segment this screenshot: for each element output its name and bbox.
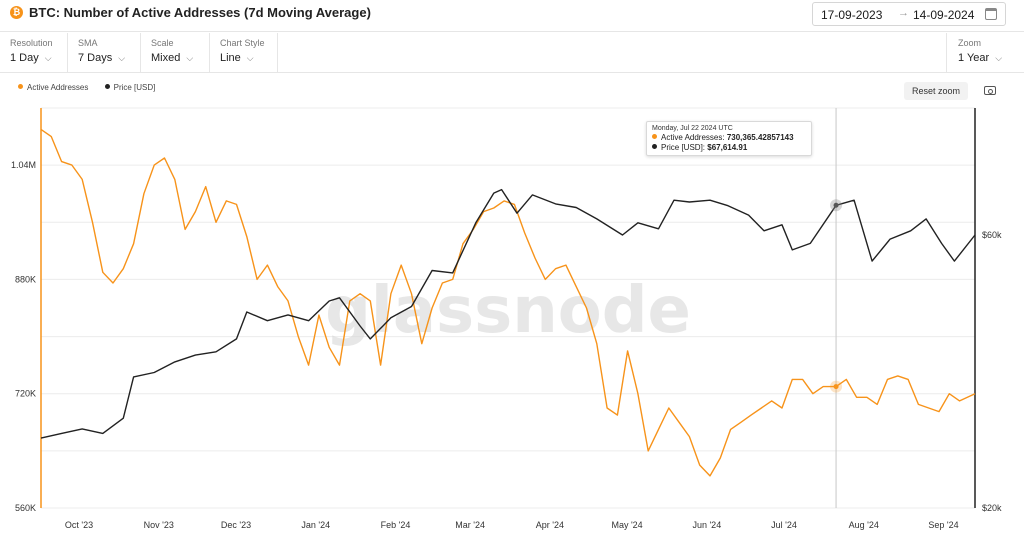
left-axis-tick-label: 720K bbox=[15, 389, 36, 399]
zoom-value: 1 Year bbox=[958, 52, 990, 64]
series-line-price bbox=[40, 188, 976, 439]
scale-value: Mixed bbox=[151, 52, 181, 64]
scale-dropdown[interactable]: Scale Mixed ⌵ bbox=[141, 33, 210, 73]
black-dot-icon bbox=[104, 84, 110, 89]
x-axis-tick-label: Nov '23 bbox=[144, 520, 174, 530]
bitcoin-icon: ₿ bbox=[10, 6, 23, 19]
x-axis-ticks: Oct '23 Nov '23 Dec '23 Jan '24 Feb '24 Mar '… bbox=[65, 520, 959, 530]
x-axis-tick-label: Feb '24 bbox=[381, 520, 411, 530]
chart-title: BTC: Number of Active Addresses (7d Movi… bbox=[29, 5, 371, 20]
hover-marker-active bbox=[833, 384, 839, 390]
arrow-right-icon: → bbox=[898, 7, 909, 19]
right-axis-tick-label: $20k bbox=[982, 503, 1002, 513]
x-axis-tick-label: Sep '24 bbox=[928, 520, 958, 530]
chevron-down-icon: ⌵ bbox=[995, 53, 1003, 63]
chevron-down-icon: ⌵ bbox=[186, 53, 194, 63]
resolution-value: 1 Day bbox=[10, 52, 39, 64]
watermark: glassnode bbox=[325, 274, 691, 348]
black-dot-icon bbox=[652, 144, 657, 149]
x-axis-tick-label: Jul '24 bbox=[771, 520, 797, 530]
chart-tooltip: Monday, Jul 22 2024 UTC Active Addresses… bbox=[646, 121, 812, 156]
date-end-field[interactable]: 14-09-2024 bbox=[913, 8, 975, 22]
legend-item-active-addresses[interactable]: Active Addresses bbox=[18, 83, 88, 92]
zoom-dropdown[interactable]: Zoom 1 Year ⌵ bbox=[946, 33, 1024, 73]
chevron-down-icon: ⌵ bbox=[44, 53, 52, 63]
legend-item-price[interactable]: Price [USD] bbox=[104, 83, 156, 92]
chart-toolbar: Resolution 1 Day ⌵ SMA 7 Days ⌵ Scale Mixe… bbox=[0, 33, 1024, 73]
x-axis-tick-label: Jan '24 bbox=[301, 520, 330, 530]
date-range-picker[interactable]: 17-09-2023 → 14-09-2024 bbox=[812, 2, 1006, 26]
camera-icon[interactable] bbox=[984, 86, 996, 95]
left-axis-tick-label: 560K bbox=[15, 503, 36, 513]
resolution-dropdown[interactable]: Resolution 1 Day ⌵ bbox=[0, 33, 68, 73]
chart-style-dropdown[interactable]: Chart Style Line ⌵ bbox=[210, 33, 278, 73]
tooltip-date: Monday, Jul 22 2024 UTC bbox=[652, 125, 733, 132]
x-axis-tick-label: May '24 bbox=[611, 520, 642, 530]
date-start-field[interactable]: 17-09-2023 bbox=[821, 8, 883, 22]
resolution-label: Resolution bbox=[10, 38, 53, 48]
x-axis-tick-label: Dec '23 bbox=[221, 520, 251, 530]
sma-label: SMA bbox=[78, 38, 98, 48]
chart-header: ₿ BTC: Number of Active Addresses (7d Mo… bbox=[0, 0, 1024, 32]
left-axis-tick-label: 1.04M bbox=[11, 160, 36, 170]
x-axis-tick-label: Mar '24 bbox=[455, 520, 485, 530]
chart-plot-area[interactable]: glassnode 1.04M 880K 720K 560K $60k $20k Oct… bbox=[0, 100, 1024, 536]
tooltip-row-price: Price [USD]: $67,614.91 bbox=[652, 143, 806, 153]
right-axis-ticks: $60k $20k bbox=[982, 230, 1002, 513]
sma-dropdown[interactable]: SMA 7 Days ⌵ bbox=[68, 33, 141, 73]
zoom-label: Zoom bbox=[958, 38, 982, 48]
calendar-icon[interactable] bbox=[985, 8, 997, 20]
legend-label-price: Price [USD] bbox=[113, 83, 156, 92]
x-axis-tick-label: Oct '23 bbox=[65, 520, 93, 530]
tooltip-row-active: Active Addresses: 730,365.42857143 bbox=[652, 133, 806, 143]
tooltip-active-label: Active Addresses: bbox=[661, 133, 725, 142]
x-axis-tick-label: Apr '24 bbox=[536, 520, 564, 530]
left-axis-tick-label: 880K bbox=[15, 274, 36, 284]
orange-dot-icon bbox=[652, 134, 657, 139]
tooltip-price-value: $67,614.91 bbox=[707, 143, 748, 152]
reset-zoom-button[interactable]: Reset zoom bbox=[904, 82, 968, 100]
x-axis-tick-label: Aug '24 bbox=[849, 520, 879, 530]
chevron-down-icon: ⌵ bbox=[118, 53, 126, 63]
grid-lines bbox=[41, 107, 975, 509]
chevron-down-icon: ⌵ bbox=[246, 53, 254, 63]
hover-marker-price bbox=[833, 202, 839, 208]
sma-value: 7 Days bbox=[78, 52, 113, 64]
right-axis-tick-label: $60k bbox=[982, 230, 1002, 240]
scale-label: Scale bbox=[151, 38, 174, 48]
chart-legend: Active Addresses Price [USD] bbox=[18, 83, 169, 92]
hover-markers bbox=[830, 199, 843, 393]
chart-style-label: Chart Style bbox=[220, 38, 265, 48]
orange-dot-icon bbox=[18, 84, 23, 89]
tooltip-price-label: Price [USD]: bbox=[661, 143, 706, 152]
left-axis-ticks: 1.04M 880K 720K 560K bbox=[11, 160, 36, 513]
legend-label-active: Active Addresses bbox=[27, 83, 89, 92]
x-axis-tick-label: Jun '24 bbox=[692, 520, 721, 530]
series-line-active-addresses bbox=[40, 128, 976, 477]
chart-style-value: Line bbox=[220, 52, 241, 64]
tooltip-active-value: 730,365.42857143 bbox=[726, 133, 794, 142]
